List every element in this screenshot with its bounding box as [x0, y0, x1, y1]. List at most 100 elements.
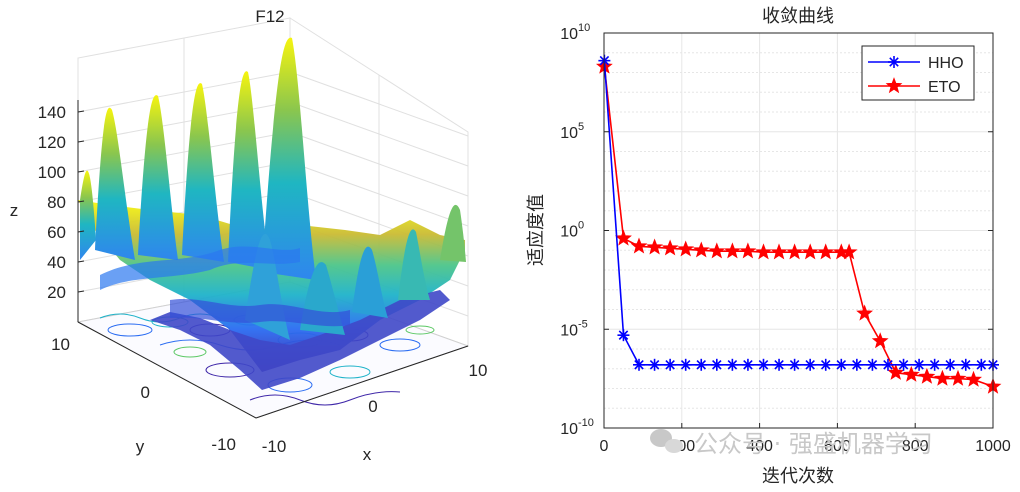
z-tick-label: 40 — [47, 253, 66, 272]
z-tick-mark — [77, 200, 85, 203]
y-tick-base: 10 — [560, 421, 578, 438]
data-point-eto — [677, 240, 695, 257]
convergence-x-label: 迭代次数 — [762, 466, 834, 487]
x-axis-ticks: -10 0 10 — [262, 361, 488, 456]
data-point-eto — [739, 242, 757, 259]
data-point-eto — [786, 243, 804, 260]
data-point-eto — [661, 239, 679, 256]
y-axis-label: y — [136, 437, 145, 456]
data-point-hho — [866, 358, 879, 371]
data-point-eto — [646, 238, 664, 255]
legend-hho-marker — [888, 56, 900, 68]
data-point-hho — [913, 358, 926, 371]
z-tick-label: 20 — [47, 283, 66, 302]
x-axis-label: x — [363, 445, 372, 464]
data-point-eto — [949, 369, 967, 386]
data-point-hho — [944, 358, 957, 371]
y-tick-exponent: 5 — [578, 121, 584, 133]
y-tick-exponent: -10 — [578, 417, 594, 429]
data-point-eto — [902, 365, 920, 382]
y-tick-base: 10 — [560, 224, 578, 241]
data-point-hho — [757, 358, 770, 371]
y-tick-base: 10 — [560, 125, 578, 142]
data-point-eto — [755, 243, 772, 260]
data-point-hho — [819, 358, 832, 371]
data-point-eto — [770, 243, 788, 260]
data-point-hho — [726, 358, 739, 371]
x-tick-label: -10 — [262, 437, 287, 456]
surface-mesh — [78, 37, 466, 390]
data-point-eto — [933, 369, 951, 386]
legend-box — [861, 45, 975, 101]
convergence-title: 收敛曲线 — [762, 6, 834, 27]
data-point-eto — [801, 243, 819, 260]
data-point-hho — [679, 358, 692, 371]
legend: HHO ETO — [861, 45, 975, 101]
y-tick-label: 10 — [51, 335, 70, 354]
y-axis-ticks: 10 0 -10 — [51, 335, 236, 454]
data-point-hho — [835, 358, 848, 371]
data-point-hho — [633, 358, 646, 371]
convergence-y-label: 适应度值 — [526, 194, 547, 266]
z-tick-mark — [77, 260, 85, 263]
data-point-hho — [975, 358, 988, 371]
x-tick-label: 0 — [368, 397, 377, 416]
z-tick-mark — [77, 170, 85, 173]
data-point-hho — [959, 358, 972, 371]
data-point-hho — [695, 358, 708, 371]
z-tick-mark — [77, 140, 85, 143]
watermark-text: 公众号 · 强盛机器学习 — [694, 430, 933, 458]
data-point-hho — [648, 358, 661, 371]
z-axis-ticks: 20 40 60 80 100 120 140 — [38, 103, 85, 302]
data-point-eto — [708, 242, 726, 259]
x-tick-label: 400 — [746, 438, 773, 455]
data-point-hho — [928, 358, 941, 371]
z-tick-mark — [77, 290, 85, 293]
data-point-hho — [804, 358, 817, 371]
z-tick-label: 100 — [38, 163, 66, 182]
surface-title: F12 — [255, 7, 284, 26]
watermark: 公众号 · 强盛机器学习 — [650, 429, 933, 458]
z-tick-label: 80 — [47, 193, 66, 212]
x-tick-label: 1000 — [975, 438, 1011, 455]
y-tick-exponent: -5 — [578, 318, 588, 330]
x-tick-label: 10 — [469, 361, 488, 380]
data-point-eto — [615, 229, 632, 246]
data-point-eto — [692, 241, 710, 258]
legend-eto-label: ETO — [928, 79, 961, 96]
data-point-eto — [630, 237, 648, 254]
y-tick-label: -10 — [211, 435, 236, 454]
data-point-hho — [897, 358, 910, 371]
data-point-eto — [856, 304, 873, 321]
data-point-hho — [773, 358, 786, 371]
data-point-eto — [871, 332, 889, 349]
data-point-eto — [724, 242, 741, 259]
y-tick-base: 10 — [560, 26, 578, 43]
z-tick-mark — [77, 230, 85, 233]
z-tick-label: 60 — [47, 223, 66, 242]
axis-lines — [77, 100, 469, 419]
x-tick-label: 0 — [600, 438, 609, 455]
z-tick-mark — [77, 110, 85, 113]
data-point-eto — [887, 363, 905, 380]
data-point-hho — [741, 358, 754, 371]
data-point-eto — [965, 370, 983, 387]
data-point-eto — [817, 243, 835, 260]
data-point-eto — [918, 367, 936, 384]
data-point-hho — [617, 329, 630, 342]
legend-eto-marker — [885, 77, 903, 94]
wechat-icon — [650, 429, 683, 453]
z-tick-label: 140 — [38, 103, 66, 122]
data-point-hho — [664, 358, 677, 371]
data-point-hho — [850, 358, 863, 371]
y-tick-base: 10 — [560, 322, 578, 339]
y-tick-exponent: 0 — [578, 220, 584, 232]
data-point-hho — [788, 358, 801, 371]
y-tick-label: 0 — [141, 383, 150, 402]
data-point-eto — [840, 243, 858, 260]
